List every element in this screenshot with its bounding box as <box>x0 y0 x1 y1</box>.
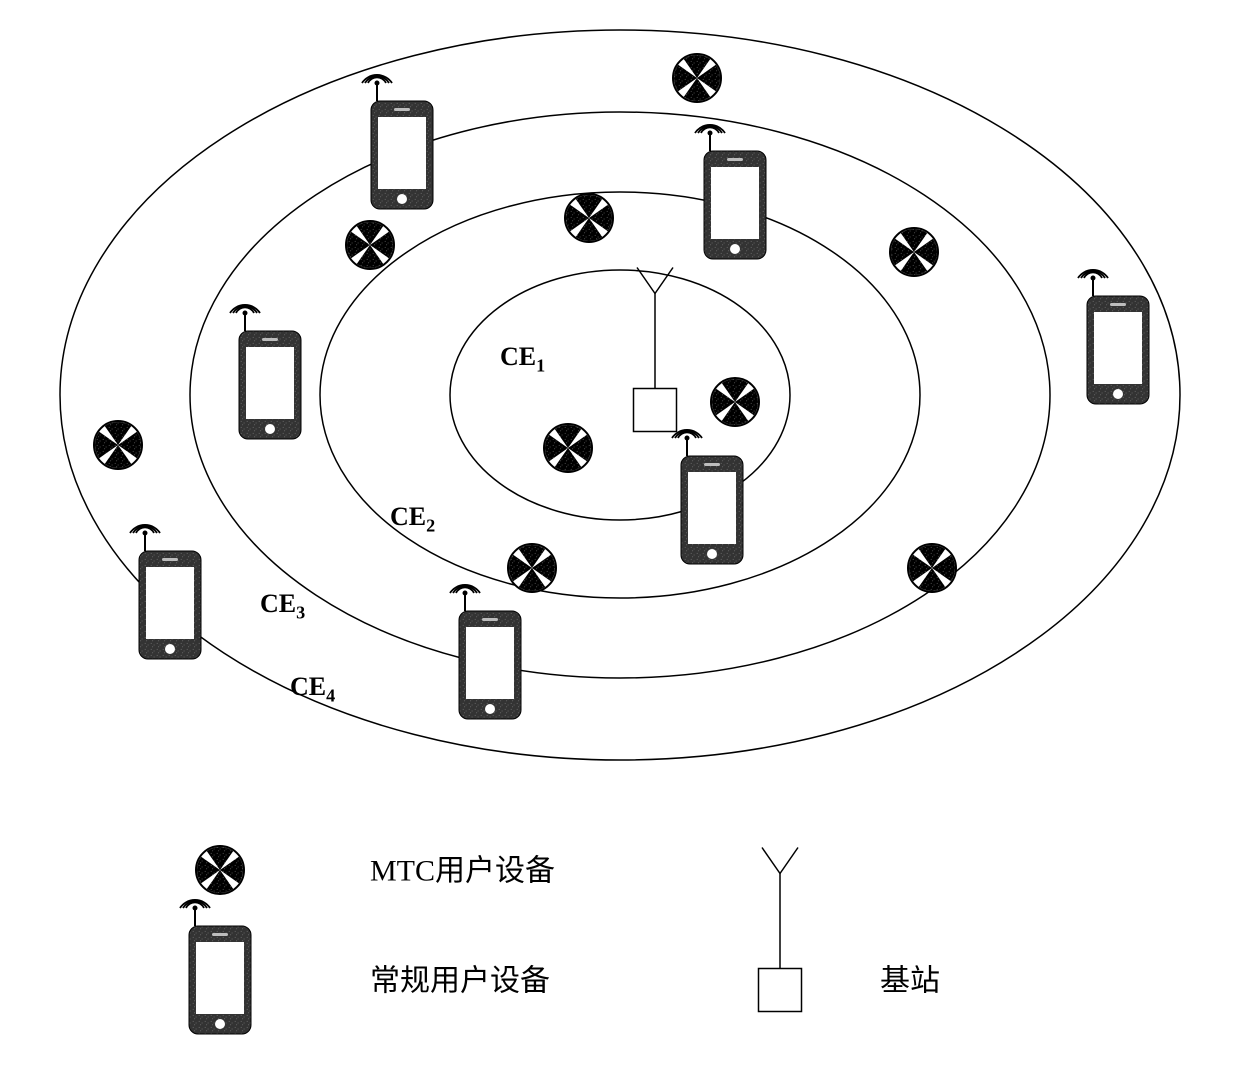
legend-mtc-label: MTC用户设备 <box>370 855 555 888</box>
mtc-marker-8 <box>908 544 956 592</box>
mtc-marker-1 <box>346 221 394 269</box>
mtc-marker-5 <box>544 424 592 472</box>
mtc-marker-0 <box>673 54 721 102</box>
mtc-marker-2 <box>565 194 613 242</box>
mtc-marker-3 <box>890 228 938 276</box>
legend-bs-label: 基站 <box>880 965 940 998</box>
mtc-marker-4 <box>94 421 142 469</box>
mtc-marker-7 <box>508 544 556 592</box>
legend-phone-label: 常规用户设备 <box>370 965 550 998</box>
mtc-marker-6 <box>711 378 759 426</box>
mtc-marker-legend <box>196 846 244 894</box>
